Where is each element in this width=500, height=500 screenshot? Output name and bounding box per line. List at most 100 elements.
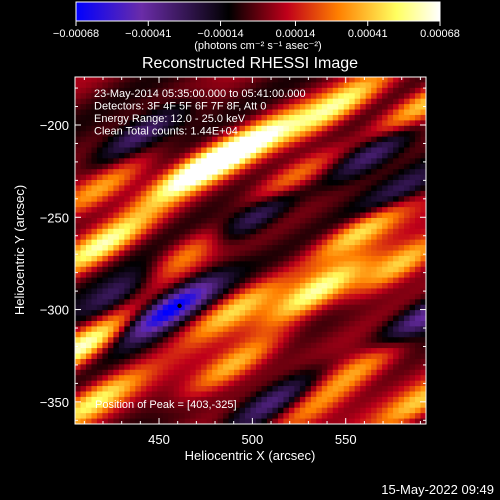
heatmap-cell <box>255 87 263 94</box>
heatmap-cell <box>80 326 87 333</box>
heatmap-cell <box>272 391 279 398</box>
heatmap-cell <box>349 190 356 197</box>
heatmap-cell <box>310 196 317 203</box>
heatmap-cell <box>294 255 301 262</box>
heatmap-cell <box>96 261 104 268</box>
heatmap-cell <box>96 120 104 127</box>
heatmap-cell <box>223 163 230 170</box>
heatmap-cell <box>338 299 345 306</box>
heatmap-cell <box>228 223 235 230</box>
heatmap-cell <box>409 364 416 371</box>
heatmap-cell <box>223 299 230 306</box>
heatmap-cell <box>305 320 312 327</box>
heatmap-cell <box>162 407 169 414</box>
heatmap-cell <box>91 293 98 300</box>
heatmap-cell <box>234 364 241 371</box>
heatmap-cell <box>129 207 136 214</box>
heatmap-cell <box>239 402 246 409</box>
heatmap-cell <box>327 369 334 376</box>
heatmap-cell <box>107 239 114 246</box>
heatmap-cell <box>321 288 328 295</box>
heatmap-cell <box>201 223 208 230</box>
heatmap-cell <box>157 93 164 100</box>
heatmap-cell <box>151 152 158 159</box>
heatmap-cell <box>415 207 422 214</box>
heatmap-cell <box>255 93 263 100</box>
heatmap-cell <box>316 348 323 355</box>
heatmap-cell <box>75 250 82 257</box>
heatmap-cell <box>190 348 197 355</box>
heatmap-cell <box>228 190 235 197</box>
heatmap-cell <box>206 293 213 300</box>
heatmap-cell <box>343 364 350 371</box>
heatmap-cell <box>212 169 219 176</box>
heatmap-cell <box>266 299 274 306</box>
heatmap-cell <box>206 407 213 414</box>
heatmap-cell <box>376 364 383 371</box>
heatmap-cell <box>272 288 279 295</box>
heatmap-cell <box>135 326 142 333</box>
heatmap-cell <box>96 223 104 230</box>
heatmap-cell <box>266 266 274 273</box>
heatmap-cell <box>96 320 104 327</box>
heatmap-cell <box>75 358 82 365</box>
heatmap-cell <box>239 396 246 403</box>
heatmap-cell <box>168 77 175 84</box>
heatmap-cell <box>201 288 208 295</box>
heatmap-cell <box>217 120 224 127</box>
heatmap-cell <box>310 147 317 154</box>
heatmap-cell <box>96 369 104 376</box>
heatmap-cell <box>338 348 345 355</box>
heatmap-cell <box>179 396 186 403</box>
heatmap-cell <box>206 169 213 176</box>
heatmap-cell <box>234 120 241 127</box>
heatmap-cell <box>387 250 394 257</box>
heatmap-cell <box>80 223 87 230</box>
heatmap-cell <box>245 380 252 387</box>
heatmap-cell <box>387 375 394 382</box>
heatmap-cell <box>234 283 241 290</box>
heatmap-cell <box>234 158 241 165</box>
heatmap-cell <box>376 386 383 393</box>
heatmap-cell <box>217 104 224 111</box>
heatmap-cell <box>283 326 290 333</box>
heatmap-cell <box>245 185 252 192</box>
heatmap-cell <box>146 223 153 230</box>
heatmap-cell <box>85 375 93 382</box>
heatmap-cell <box>360 174 367 181</box>
heatmap-cell <box>387 196 394 203</box>
heatmap-cell <box>288 93 295 100</box>
heatmap-cell <box>157 353 164 360</box>
heatmap-cell <box>85 386 93 393</box>
heatmap-cell <box>321 185 328 192</box>
heatmap-cell <box>365 375 372 382</box>
heatmap-cell <box>371 136 378 143</box>
heatmap-cell <box>234 77 241 84</box>
heatmap-cell <box>272 375 279 382</box>
heatmap-cell <box>327 239 334 246</box>
heatmap-cell <box>135 413 142 420</box>
heatmap-cell <box>316 104 323 111</box>
heatmap-cell <box>283 402 290 409</box>
heatmap-cell <box>157 413 164 420</box>
heatmap-cell <box>113 386 120 393</box>
heatmap-cell <box>118 223 125 230</box>
heatmap-cell <box>277 261 284 268</box>
heatmap-cell <box>409 223 416 230</box>
heatmap-cell <box>96 201 104 208</box>
heatmap-cell <box>404 114 411 121</box>
heatmap-cell <box>107 386 114 393</box>
heatmap-cell <box>201 185 208 192</box>
heatmap-cell <box>393 82 400 89</box>
heatmap-cell <box>409 272 416 279</box>
heatmap-cell <box>321 228 328 235</box>
heatmap-cell <box>393 147 400 154</box>
heatmap-cell <box>354 283 361 290</box>
heatmap-cell <box>85 391 93 398</box>
heatmap-cell <box>212 201 219 208</box>
heatmap-cell <box>393 283 400 290</box>
heatmap-cell <box>107 293 114 300</box>
heatmap-cell <box>75 418 82 424</box>
heatmap-cell <box>415 131 422 138</box>
heatmap-cell <box>294 266 301 273</box>
